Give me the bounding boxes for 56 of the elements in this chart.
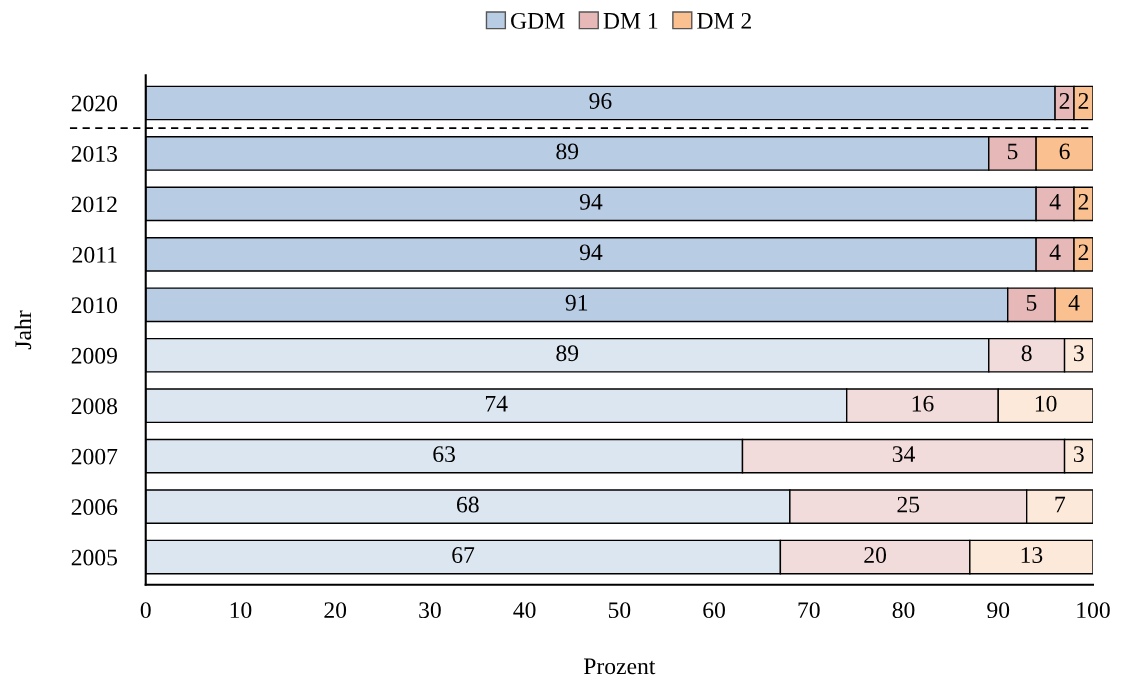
y-tick-label: 2008 [71,398,118,415]
data-label: 91 [565,294,588,311]
data-label: 5 [1026,295,1037,311]
x-tick-label: 40 [513,602,536,619]
data-label: 20 [864,547,887,563]
x-tick-label: 80 [892,602,915,619]
x-tick-label: 50 [608,602,631,619]
data-label: 13 [1021,547,1043,563]
data-label: 16 [912,395,934,412]
x-tick-label: 70 [798,602,820,619]
data-label: 2 [1078,193,1089,210]
x-tick-label: 20 [324,602,347,619]
y-tick-label: 2010 [71,297,118,314]
x-tick-label: 60 [703,602,725,619]
y-tick-label: 2011 [72,246,117,263]
data-label: 4 [1068,294,1080,311]
legend-label: DM 2 [697,12,751,29]
data-label: 89 [556,345,579,362]
y-tick-label: 2020 [71,95,118,112]
y-tick-label: 2012 [71,196,117,213]
data-label: 2 [1059,93,1070,109]
y-tick-label: 2007 [71,448,118,465]
data-label: 2 [1078,244,1089,261]
y-tick-label: 2013 [71,145,118,162]
data-label: 10 [1035,395,1057,412]
data-label: 34 [892,446,915,463]
data-label: 94 [579,244,603,261]
x-tick-label: 0 [140,602,151,619]
legend-label: GDM [511,12,565,29]
x-tick-label: 90 [987,602,1010,619]
data-label: 4 [1049,244,1061,261]
y-axis-title: Jahr [14,310,32,350]
data-label: 2 [1078,93,1089,109]
data-label: 63 [433,446,455,463]
data-label: 8 [1021,345,1032,362]
data-label: 68 [457,496,479,513]
data-label: 74 [485,395,508,412]
y-tick-label: 2005 [71,549,118,566]
data-label: 5 [1007,143,1018,160]
x-axis-title: Prozent [583,658,656,675]
data-label: 96 [589,93,612,109]
data-label: 3 [1073,446,1084,463]
x-tick-label: 100 [1077,602,1110,619]
data-label: 89 [556,143,579,160]
data-label: 6 [1059,143,1070,160]
data-label: 67 [452,547,475,563]
legend-label: DM 1 [603,12,658,29]
data-label: 7 [1055,496,1066,513]
data-label: 94 [579,193,603,210]
data-label: 3 [1073,345,1084,362]
y-tick-label: 2006 [71,499,118,516]
x-tick-label: 30 [419,602,441,619]
data-label: 25 [897,496,920,513]
y-tick-label: 2009 [71,347,117,364]
data-label: 4 [1049,194,1061,210]
x-tick-label: 10 [230,602,252,619]
